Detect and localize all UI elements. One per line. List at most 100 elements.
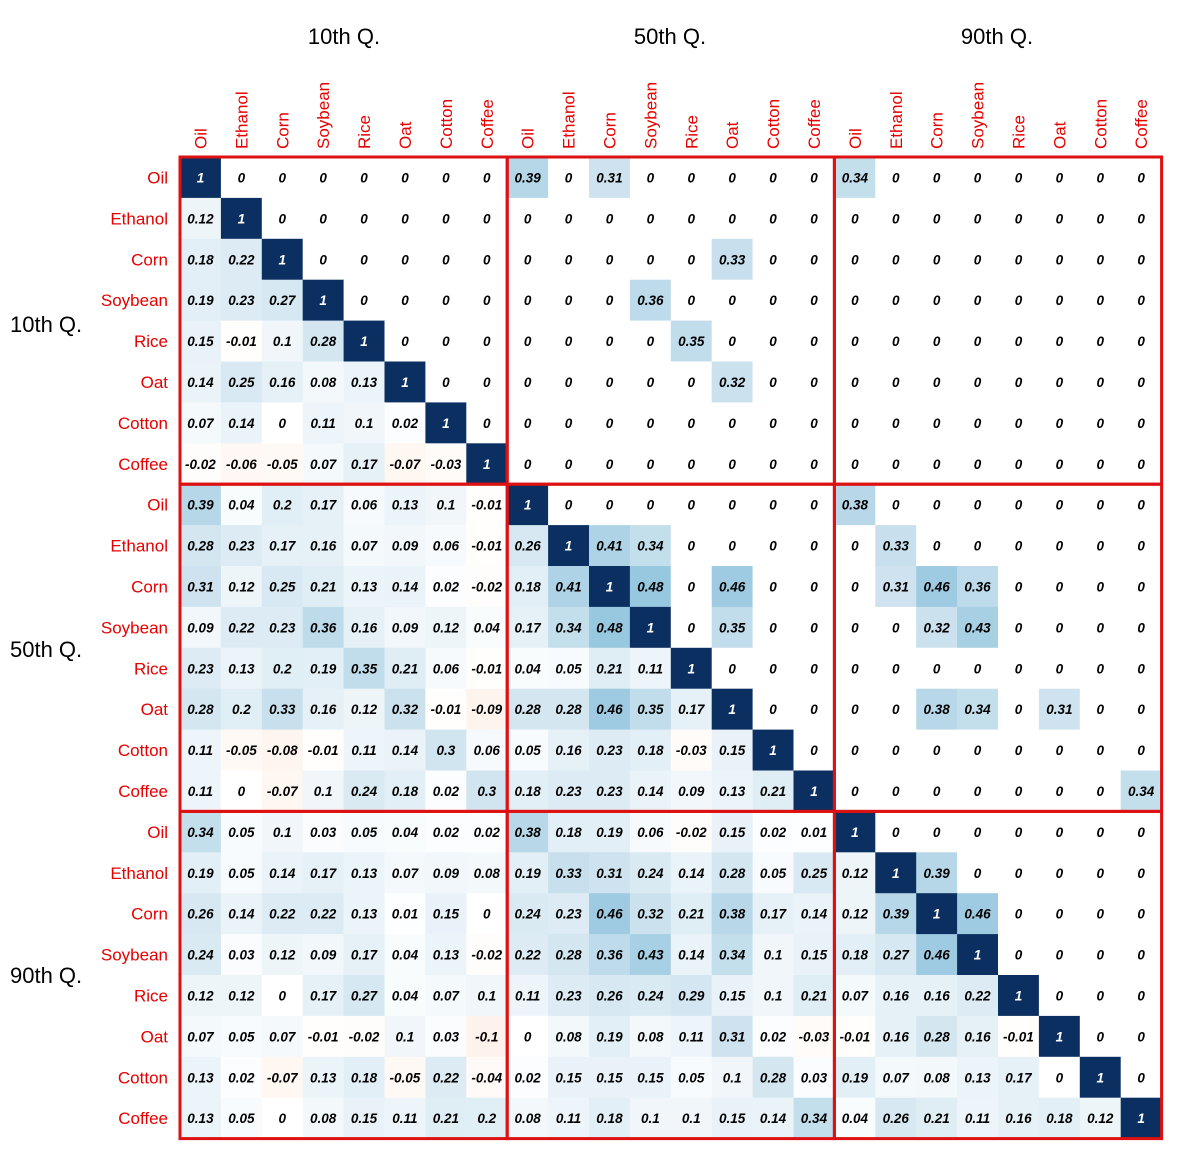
heatmap-cell-r21-c18 — [916, 1015, 958, 1058]
heatmap-cell-r13-c16 — [834, 688, 876, 731]
heatmap-cell-r11-c1 — [220, 606, 263, 649]
heatmap-cell-r11-c6 — [425, 606, 467, 649]
heatmap-cell-r8-c11 — [629, 484, 672, 526]
heatmap-value-r21-c14: 0.02 — [760, 1029, 787, 1044]
heatmap-value-r11-c12: 0 — [687, 620, 695, 635]
heatmap-cell-r23-c8 — [507, 1097, 549, 1140]
heatmap-cell-r3-c16 — [834, 279, 876, 322]
heatmap-cell-r18-c8 — [507, 893, 549, 935]
heatmap-value-r11-c18: 0.32 — [924, 620, 951, 635]
heatmap-value-r1-c11: 0 — [647, 211, 655, 226]
heatmap-cell-r16-c16 — [834, 811, 876, 853]
heatmap-cell-r9-c1 — [220, 525, 263, 567]
heatmap-cell-r16-c21 — [1038, 811, 1081, 853]
heatmap-value-r5-c2: 0.16 — [269, 375, 296, 390]
heatmap-value-r4-c10: 0 — [606, 334, 614, 349]
heatmap-value-r19-c7: -0.02 — [471, 948, 502, 963]
heatmap-cell-r23-c12 — [670, 1097, 713, 1140]
heatmap-cell-r14-c4 — [343, 729, 385, 771]
heatmap-cell-r16-c4 — [343, 811, 385, 853]
heatmap-value-r2-c11: 0 — [647, 252, 655, 267]
column-tick-label-4: Rice — [355, 115, 374, 149]
heatmap-value-r4-c7: 0 — [483, 334, 491, 349]
heatmap-cell-r8-c8 — [507, 484, 549, 526]
heatmap-cell-r18-c18 — [916, 893, 958, 935]
heatmap-cell-r2-c0 — [180, 238, 222, 281]
heatmap-cell-r13-c7 — [466, 688, 508, 731]
heatmap-value-r11-c6: 0.12 — [433, 620, 460, 635]
heatmap-value-r7-c1: -0.06 — [226, 457, 257, 472]
heatmap-cell-r12-c19 — [957, 647, 999, 690]
heatmap-value-r19-c0: 0.24 — [187, 948, 214, 963]
heatmap-cell-r7-c14 — [752, 443, 794, 485]
heatmap-value-r17-c4: 0.13 — [351, 866, 378, 881]
heatmap-cell-r4-c18 — [916, 320, 958, 362]
heatmap-cell-r16-c10 — [589, 811, 631, 853]
heatmap-cell-r1-c23 — [1120, 197, 1163, 240]
heatmap-cell-r21-c2 — [261, 1015, 304, 1058]
heatmap-value-r15-c10: 0.23 — [596, 784, 623, 799]
heatmap-value-r21-c2: 0.07 — [269, 1029, 297, 1044]
heatmap-value-r3-c1: 0.23 — [228, 293, 255, 308]
heatmap-value-r2-c9: 0 — [565, 252, 573, 267]
heatmap-cell-r15-c0 — [180, 770, 222, 812]
heatmap-cell-r19-c14 — [752, 934, 794, 976]
row-tick-label-3: Soybean — [101, 291, 168, 310]
heatmap-value-r23-c8: 0.08 — [515, 1111, 542, 1126]
row-tick-label-5: Oat — [141, 373, 169, 392]
heatmap-value-r18-c10: 0.46 — [596, 907, 623, 922]
heatmap-value-r8-c10: 0 — [606, 498, 614, 513]
heatmap-cell-r19-c15 — [793, 934, 835, 976]
heatmap-cell-r22-c5 — [384, 1056, 426, 1099]
heatmap-value-r3-c4: 0 — [360, 293, 368, 308]
heatmap-cell-r7-c5 — [384, 443, 426, 485]
heatmap-cell-r3-c14 — [752, 279, 794, 322]
heatmap-value-r4-c18: 0 — [933, 334, 941, 349]
heatmap-value-r21-c7: -0.1 — [475, 1029, 498, 1044]
heatmap-cell-r20-c6 — [425, 975, 467, 1017]
heatmap-cell-r3-c10 — [589, 279, 631, 322]
heatmap-value-r13-c22: 0 — [1096, 702, 1104, 717]
heatmap-cell-r18-c21 — [1038, 893, 1081, 935]
heatmap-cell-r15-c3 — [302, 770, 345, 812]
heatmap-cell-r19-c17 — [875, 934, 917, 976]
heatmap-value-r21-c1: 0.05 — [228, 1029, 255, 1044]
heatmap-cell-r3-c13 — [711, 279, 754, 322]
heatmap-cell-r3-c21 — [1038, 279, 1081, 322]
column-group-label-50th: 50th Q. — [634, 24, 706, 49]
heatmap-cell-r1-c18 — [916, 197, 958, 240]
heatmap-value-r5-c3: 0.08 — [310, 375, 337, 390]
heatmap-cell-r11-c20 — [998, 606, 1040, 649]
heatmap-value-r20-c16: 0.07 — [842, 988, 870, 1003]
heatmap-value-r23-c13: 0.15 — [719, 1111, 746, 1126]
heatmap-cell-r17-c0 — [180, 852, 222, 894]
heatmap-cell-r18-c12 — [670, 893, 713, 935]
heatmap-value-r10-c2: 0.25 — [269, 579, 296, 594]
heatmap-cell-r16-c2 — [261, 811, 304, 853]
column-tick-label-11: Soybean — [641, 82, 660, 149]
column-tick-label-12: Rice — [682, 115, 701, 149]
heatmap-value-r18-c2: 0.22 — [269, 907, 296, 922]
heatmap-cell-r12-c7 — [466, 647, 508, 690]
heatmap-cell-r19-c0 — [180, 934, 222, 976]
heatmap-cell-r7-c22 — [1079, 443, 1122, 485]
heatmap-value-r0-c20: 0 — [1015, 170, 1023, 185]
heatmap-cell-r7-c17 — [875, 443, 917, 485]
heatmap-cell-r12-c8 — [507, 647, 549, 690]
heatmap-cell-r7-c3 — [302, 443, 345, 485]
heatmap-value-r10-c8: 0.18 — [515, 579, 542, 594]
heatmap-cell-r20-c20 — [998, 975, 1040, 1017]
heatmap-value-r13-c3: 0.16 — [310, 702, 337, 717]
heatmap-cell-r23-c4 — [343, 1097, 385, 1140]
heatmap-cell-r11-c18 — [916, 606, 958, 649]
heatmap-cell-r7-c0 — [180, 443, 222, 485]
heatmap-value-r5-c19: 0 — [974, 375, 982, 390]
heatmap-value-r19-c16: 0.18 — [842, 948, 869, 963]
heatmap-cell-r1-c19 — [957, 197, 999, 240]
heatmap-cell-r15-c15 — [793, 770, 835, 812]
heatmap-value-r11-c4: 0.16 — [351, 620, 378, 635]
heatmap-cell-r16-c20 — [998, 811, 1040, 853]
heatmap-value-r15-c9: 0.23 — [555, 784, 582, 799]
heatmap-value-r6-c5: 0.02 — [392, 416, 419, 431]
heatmap-value-r3-c22: 0 — [1096, 293, 1104, 308]
